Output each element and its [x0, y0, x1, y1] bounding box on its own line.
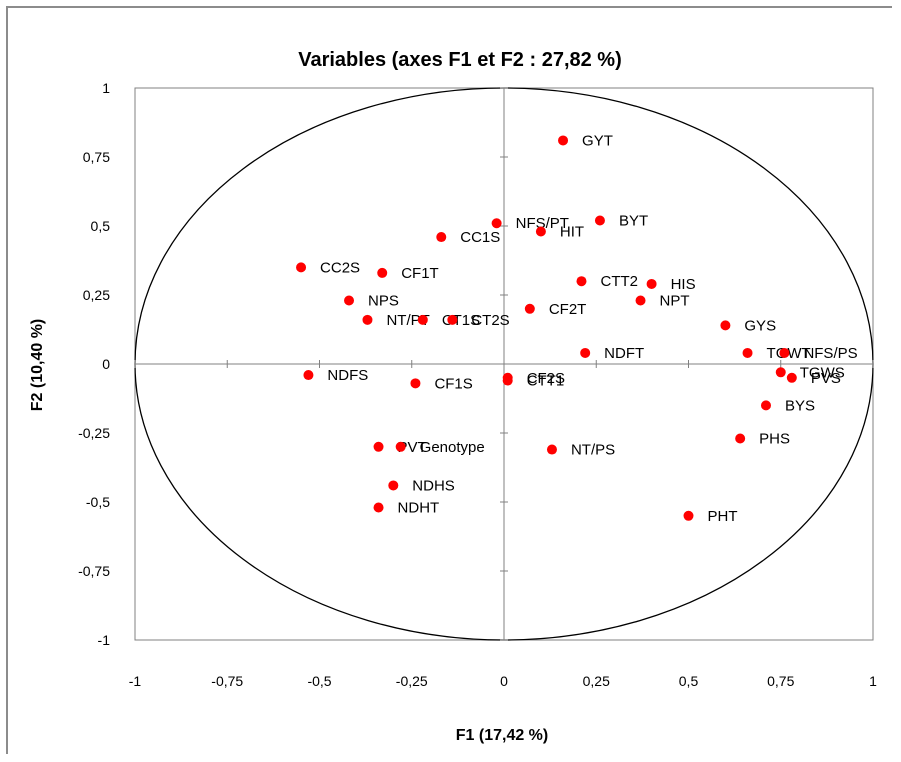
data-point [683, 510, 694, 521]
y-tick-label: 0,25 [83, 287, 110, 303]
data-point-label: NDHT [398, 500, 440, 517]
data-point-label: CF2S [527, 370, 565, 387]
data-point [362, 314, 373, 325]
x-tick-label: 0,25 [583, 673, 610, 689]
data-point-label: NT/PT [386, 312, 429, 329]
chart-frame [6, 6, 892, 754]
y-tick-label: 0 [102, 356, 110, 372]
data-point-label: PHT [708, 508, 738, 525]
data-point-label: PVT [398, 439, 427, 456]
data-point [344, 295, 355, 306]
data-point-label: CT2S [471, 312, 509, 329]
y-tick-label: 0,75 [83, 149, 110, 165]
axes [134, 87, 874, 641]
data-point [410, 378, 421, 389]
data-point [524, 303, 535, 314]
x-tick-label: 0 [500, 673, 508, 689]
x-tick-labels: -1 -0,75 -0,5 -0,25 0 0,25 0,5 0,75 1 [129, 673, 877, 689]
data-point [296, 262, 307, 273]
x-tick-label: 0,5 [679, 673, 699, 689]
y-tick-labels: -1 -0,75 -0,5 -0,25 0 0,25 0,5 0,75 1 [78, 80, 110, 648]
x-tick-label: 1 [869, 673, 877, 689]
data-point [594, 215, 605, 226]
chart-title: Variables (axes F1 et F2 : 27,82 %) [298, 49, 622, 71]
data-point [535, 226, 546, 237]
data-point [373, 441, 384, 452]
y-tick-label: -0,75 [78, 563, 110, 579]
data-point [786, 372, 797, 383]
data-point [779, 347, 790, 358]
data-point-label: HIT [560, 224, 584, 241]
y-tick-label: 1 [102, 80, 110, 96]
data-point-label: BYT [619, 212, 648, 229]
data-point-label: GYS [744, 317, 776, 334]
data-point [742, 347, 753, 358]
data-point-label: GYT [582, 132, 613, 149]
data-point [775, 367, 786, 378]
data-point [447, 314, 458, 325]
data-point [491, 218, 502, 229]
data-point-label: NPS [368, 293, 399, 310]
data-point [417, 314, 428, 325]
y-tick-label: 0,5 [91, 218, 111, 234]
data-point [502, 375, 513, 386]
y-tick-label: -1 [98, 632, 111, 648]
data-point [546, 444, 557, 455]
data-point-label: PVS [811, 370, 841, 387]
data-point-label: Genotype [420, 439, 485, 456]
data-point [377, 267, 388, 278]
data-point-label: NDFS [327, 367, 368, 384]
data-point [735, 433, 746, 444]
data-point [646, 278, 657, 289]
y-tick-label: -0,5 [86, 494, 110, 510]
data-point-label: NDFT [604, 345, 644, 362]
data-points: GYT NFS/PT BYT HIT CC1S CC2S CF1T CTT2 HIS NPS NPT… [296, 132, 858, 525]
data-point [720, 320, 731, 331]
x-axis-label: F1 (17,42 %) [456, 727, 548, 744]
data-point [303, 370, 314, 381]
data-point [576, 276, 587, 287]
data-point-label: CF1S [434, 375, 472, 392]
data-point [558, 135, 569, 146]
data-point [635, 295, 646, 306]
data-point-label: NT/PS [571, 442, 615, 459]
data-point-label: NFS/PS [803, 345, 857, 362]
data-point [388, 480, 399, 491]
x-tick-label: -0,75 [211, 673, 243, 689]
data-point-label: NPT [660, 293, 690, 310]
x-tick-label: -1 [129, 673, 142, 689]
data-point-label: CC2S [320, 259, 360, 276]
data-point [373, 502, 384, 513]
data-point [436, 232, 447, 243]
data-point-label: NDHS [412, 477, 455, 494]
y-tick-label: -0,25 [78, 425, 110, 441]
data-point-label: PHS [759, 431, 790, 448]
data-point-label: CC1S [460, 229, 500, 246]
data-point-label: BYS [785, 397, 815, 414]
data-point [580, 347, 591, 358]
data-point-label: CTT2 [600, 273, 638, 290]
x-tick-label: -0,25 [396, 673, 428, 689]
data-point-label: CF1T [401, 265, 439, 282]
x-tick-label: 0,75 [767, 673, 794, 689]
data-point-label: HIS [671, 276, 696, 293]
data-point-label: TGWS [800, 364, 845, 381]
data-point-label: NFS/PT [516, 215, 569, 232]
x-tick-label: -0,5 [307, 673, 331, 689]
data-point-label: CF2T [549, 301, 587, 318]
data-point [760, 400, 771, 411]
data-point [395, 441, 406, 452]
y-axis-label: F2 (10,40 %) [29, 319, 46, 411]
data-point-label: CTT1 [527, 373, 565, 390]
